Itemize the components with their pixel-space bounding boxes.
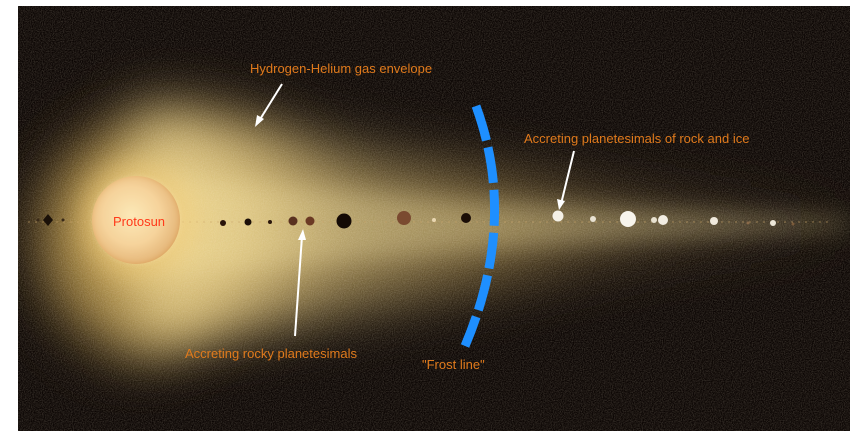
body-far-left [43, 214, 53, 226]
gas-envelope-label: Hydrogen-Helium gas envelope [250, 61, 433, 76]
solar-nebula-illustration [18, 6, 850, 431]
frost-line-arc [460, 104, 500, 348]
arrow-rocky [294, 229, 306, 337]
frost-line-label: "Frost line" [422, 357, 485, 372]
ice-planetesimals-label: Accreting planetesimals of rock and ice [524, 131, 750, 146]
arrow-ice [557, 150, 575, 210]
ice-planetesimals [552, 210, 795, 227]
rocky-planetesimals-label: Accreting rocky planetesimals [185, 346, 357, 361]
inner-bodies [36, 214, 65, 226]
arrow-envelope [255, 83, 283, 127]
protosun-label: Protosun [113, 214, 166, 229]
pointer-arrows [255, 83, 575, 337]
diagram-frame: Protosun Hydrogen-Helium gas envelope Ac… [18, 6, 850, 431]
protosun [82, 162, 198, 278]
rocky-planetesimals [220, 211, 471, 229]
